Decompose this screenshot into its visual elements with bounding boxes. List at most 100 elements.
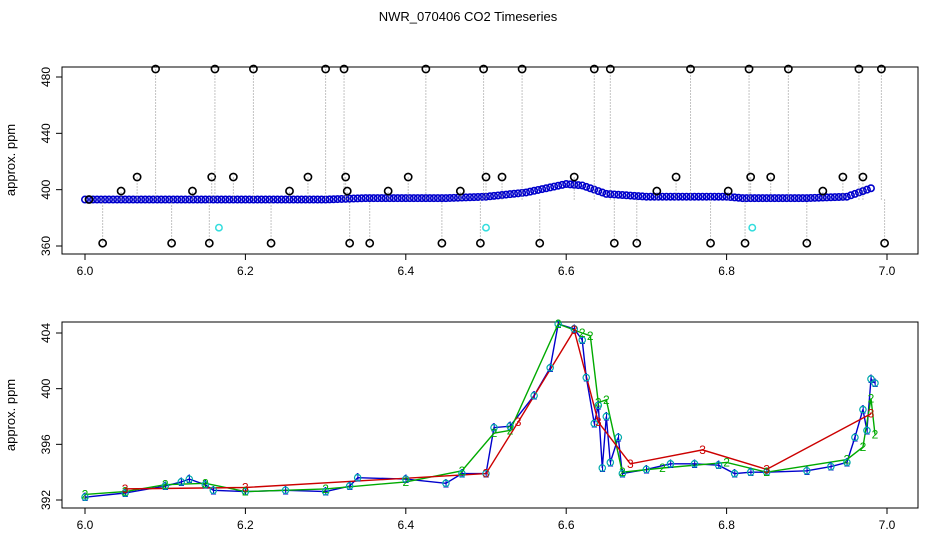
data-point (277, 195, 286, 204)
data-point (494, 191, 503, 200)
data-point (822, 193, 831, 202)
point-label: 1 (531, 389, 538, 403)
y-tick-label: 392 (39, 490, 53, 510)
top-plot-marks (81, 64, 889, 248)
point-label: 1 (579, 333, 586, 347)
data-point (153, 195, 162, 204)
point-label: 1 (82, 490, 89, 504)
data-point (449, 193, 458, 202)
point-label: 1 (607, 455, 614, 469)
data-point (834, 192, 843, 201)
top-panel: approx. ppm 6.0 6.2 6.4 6.6 6.8 7.0 360 400 440… (3, 64, 919, 278)
data-point (690, 192, 699, 201)
data-point (582, 182, 591, 191)
data-point (502, 190, 511, 199)
data-point (157, 195, 166, 204)
point-label: 2 (402, 475, 409, 489)
data-point (510, 189, 519, 198)
data-point (578, 181, 587, 190)
point-label: 1 (872, 376, 879, 390)
data-point (598, 188, 607, 197)
data-point (305, 195, 314, 204)
data-point (566, 180, 575, 189)
outlier-point (783, 64, 793, 74)
data-point (381, 194, 390, 203)
y-tick-label: 400 (39, 179, 53, 199)
data-point (746, 468, 755, 476)
data-point (602, 412, 611, 421)
data-point (189, 195, 198, 204)
data-point (357, 194, 366, 203)
data-point (321, 487, 330, 496)
data-point (843, 458, 851, 467)
outlier-point (84, 195, 94, 204)
data-point (606, 190, 615, 199)
point-label: 1 (844, 455, 851, 469)
data-point (762, 468, 771, 476)
data-point (353, 194, 362, 203)
point-label: 1 (603, 410, 610, 424)
x-tick-label: 6.8 (718, 264, 735, 278)
data-point (161, 195, 170, 204)
data-point (654, 192, 663, 201)
data-point (670, 192, 679, 201)
data-point (574, 181, 583, 190)
data-point (197, 195, 206, 204)
outlier-point (766, 172, 776, 182)
data-point (149, 195, 158, 204)
data-point (830, 193, 839, 202)
data-point (594, 401, 603, 410)
outlier-point (706, 238, 715, 248)
point-label: 1 (178, 475, 185, 489)
data-point (730, 193, 739, 202)
data-point (273, 195, 282, 204)
x-tick-label: 6.8 (718, 518, 735, 532)
outlier-point (475, 238, 485, 248)
point-label: 1 (828, 460, 835, 474)
data-point (425, 194, 434, 203)
outlier-point (383, 186, 393, 196)
data-point (754, 194, 763, 203)
data-point (301, 195, 310, 204)
data-point (89, 195, 98, 204)
cyan-point (748, 223, 757, 232)
data-point (827, 462, 835, 471)
series-line (84, 323, 876, 496)
data-point (185, 475, 194, 483)
data-point (265, 195, 274, 204)
data-point (826, 193, 835, 202)
point-label: 1 (583, 371, 590, 385)
point-label: 1 (868, 372, 875, 386)
data-point (794, 194, 803, 203)
data-point (213, 195, 222, 204)
data-point (514, 189, 523, 198)
outlier-point (818, 186, 828, 196)
data-point (738, 194, 747, 203)
data-point (353, 473, 362, 482)
series-line (125, 328, 872, 490)
data-point (445, 193, 454, 202)
data-point (506, 190, 515, 199)
data-point (730, 469, 739, 478)
data-point (209, 486, 218, 495)
data-point (177, 478, 186, 486)
data-point (610, 190, 619, 199)
point-label: 1 (747, 465, 754, 479)
outlier-point (303, 172, 313, 182)
point-label: 1 (763, 465, 770, 479)
data-point (790, 194, 799, 203)
data-point (233, 195, 242, 204)
data-point (662, 192, 671, 201)
point-label: 1 (402, 472, 409, 486)
outlier-point (341, 172, 351, 182)
figure-title: NWR_070406 CO2 Timeseries (379, 9, 558, 24)
point-label: 3 (242, 480, 249, 494)
data-point (863, 426, 871, 435)
data-point (161, 482, 170, 490)
data-point (469, 193, 478, 202)
data-point (774, 194, 783, 203)
point-label: 1 (491, 421, 498, 435)
data-point (482, 469, 490, 478)
outlier-point (686, 64, 695, 74)
data-point (121, 195, 130, 204)
